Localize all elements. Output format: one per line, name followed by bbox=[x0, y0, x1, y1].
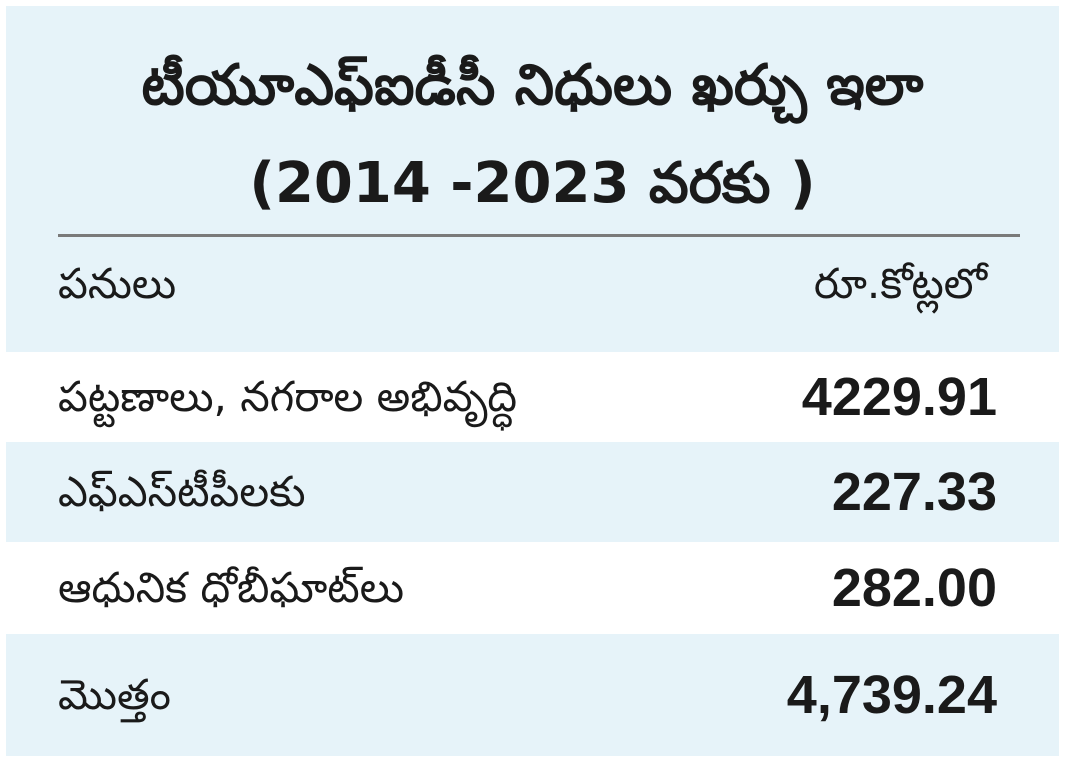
row-value-urban-development: 4229.91 bbox=[801, 367, 997, 427]
row-value-fstp: 227.33 bbox=[831, 462, 997, 522]
total-label: మొత్తం bbox=[58, 670, 171, 719]
title-main: టీయూఎఫ్ఐడీసీ నిధులు ఖర్చు ఇలా bbox=[141, 53, 924, 118]
table-row: ఆధునిక ధోబీఘాట్‌లు 282.00 bbox=[6, 542, 1059, 634]
table-row: పట్టణాలు, నగరాల అభివృద్ధి 4229.91 bbox=[6, 352, 1059, 442]
header-divider bbox=[58, 234, 1020, 237]
total-value: 4,739.24 bbox=[786, 665, 997, 725]
row-label-fstp: ఎఫ్ఎస్‌టీపీలకు bbox=[58, 467, 306, 516]
table-row: ఎఫ్ఎస్‌టీపీలకు 227.33 bbox=[6, 442, 1059, 542]
row-value-dhobi-ghats: 282.00 bbox=[831, 558, 997, 618]
title-period: (2014 -2023 వరకు ) bbox=[249, 151, 816, 216]
row-label-urban-development: పట్టణాలు, నగరాల అభివృద్ధి bbox=[58, 372, 518, 421]
column-header-work: పనులు bbox=[58, 259, 177, 308]
row-label-dhobi-ghats: ఆధునిక ధోబీఘాట్‌లు bbox=[58, 563, 405, 612]
column-header-amount: రూ.కోట్లలో bbox=[813, 259, 987, 308]
header-panel: టీయూఎఫ్ఐడీసీ నిధులు ఖర్చు ఇలా (2014 -202… bbox=[6, 6, 1059, 352]
total-row: మొత్తం 4,739.24 bbox=[6, 634, 1059, 756]
